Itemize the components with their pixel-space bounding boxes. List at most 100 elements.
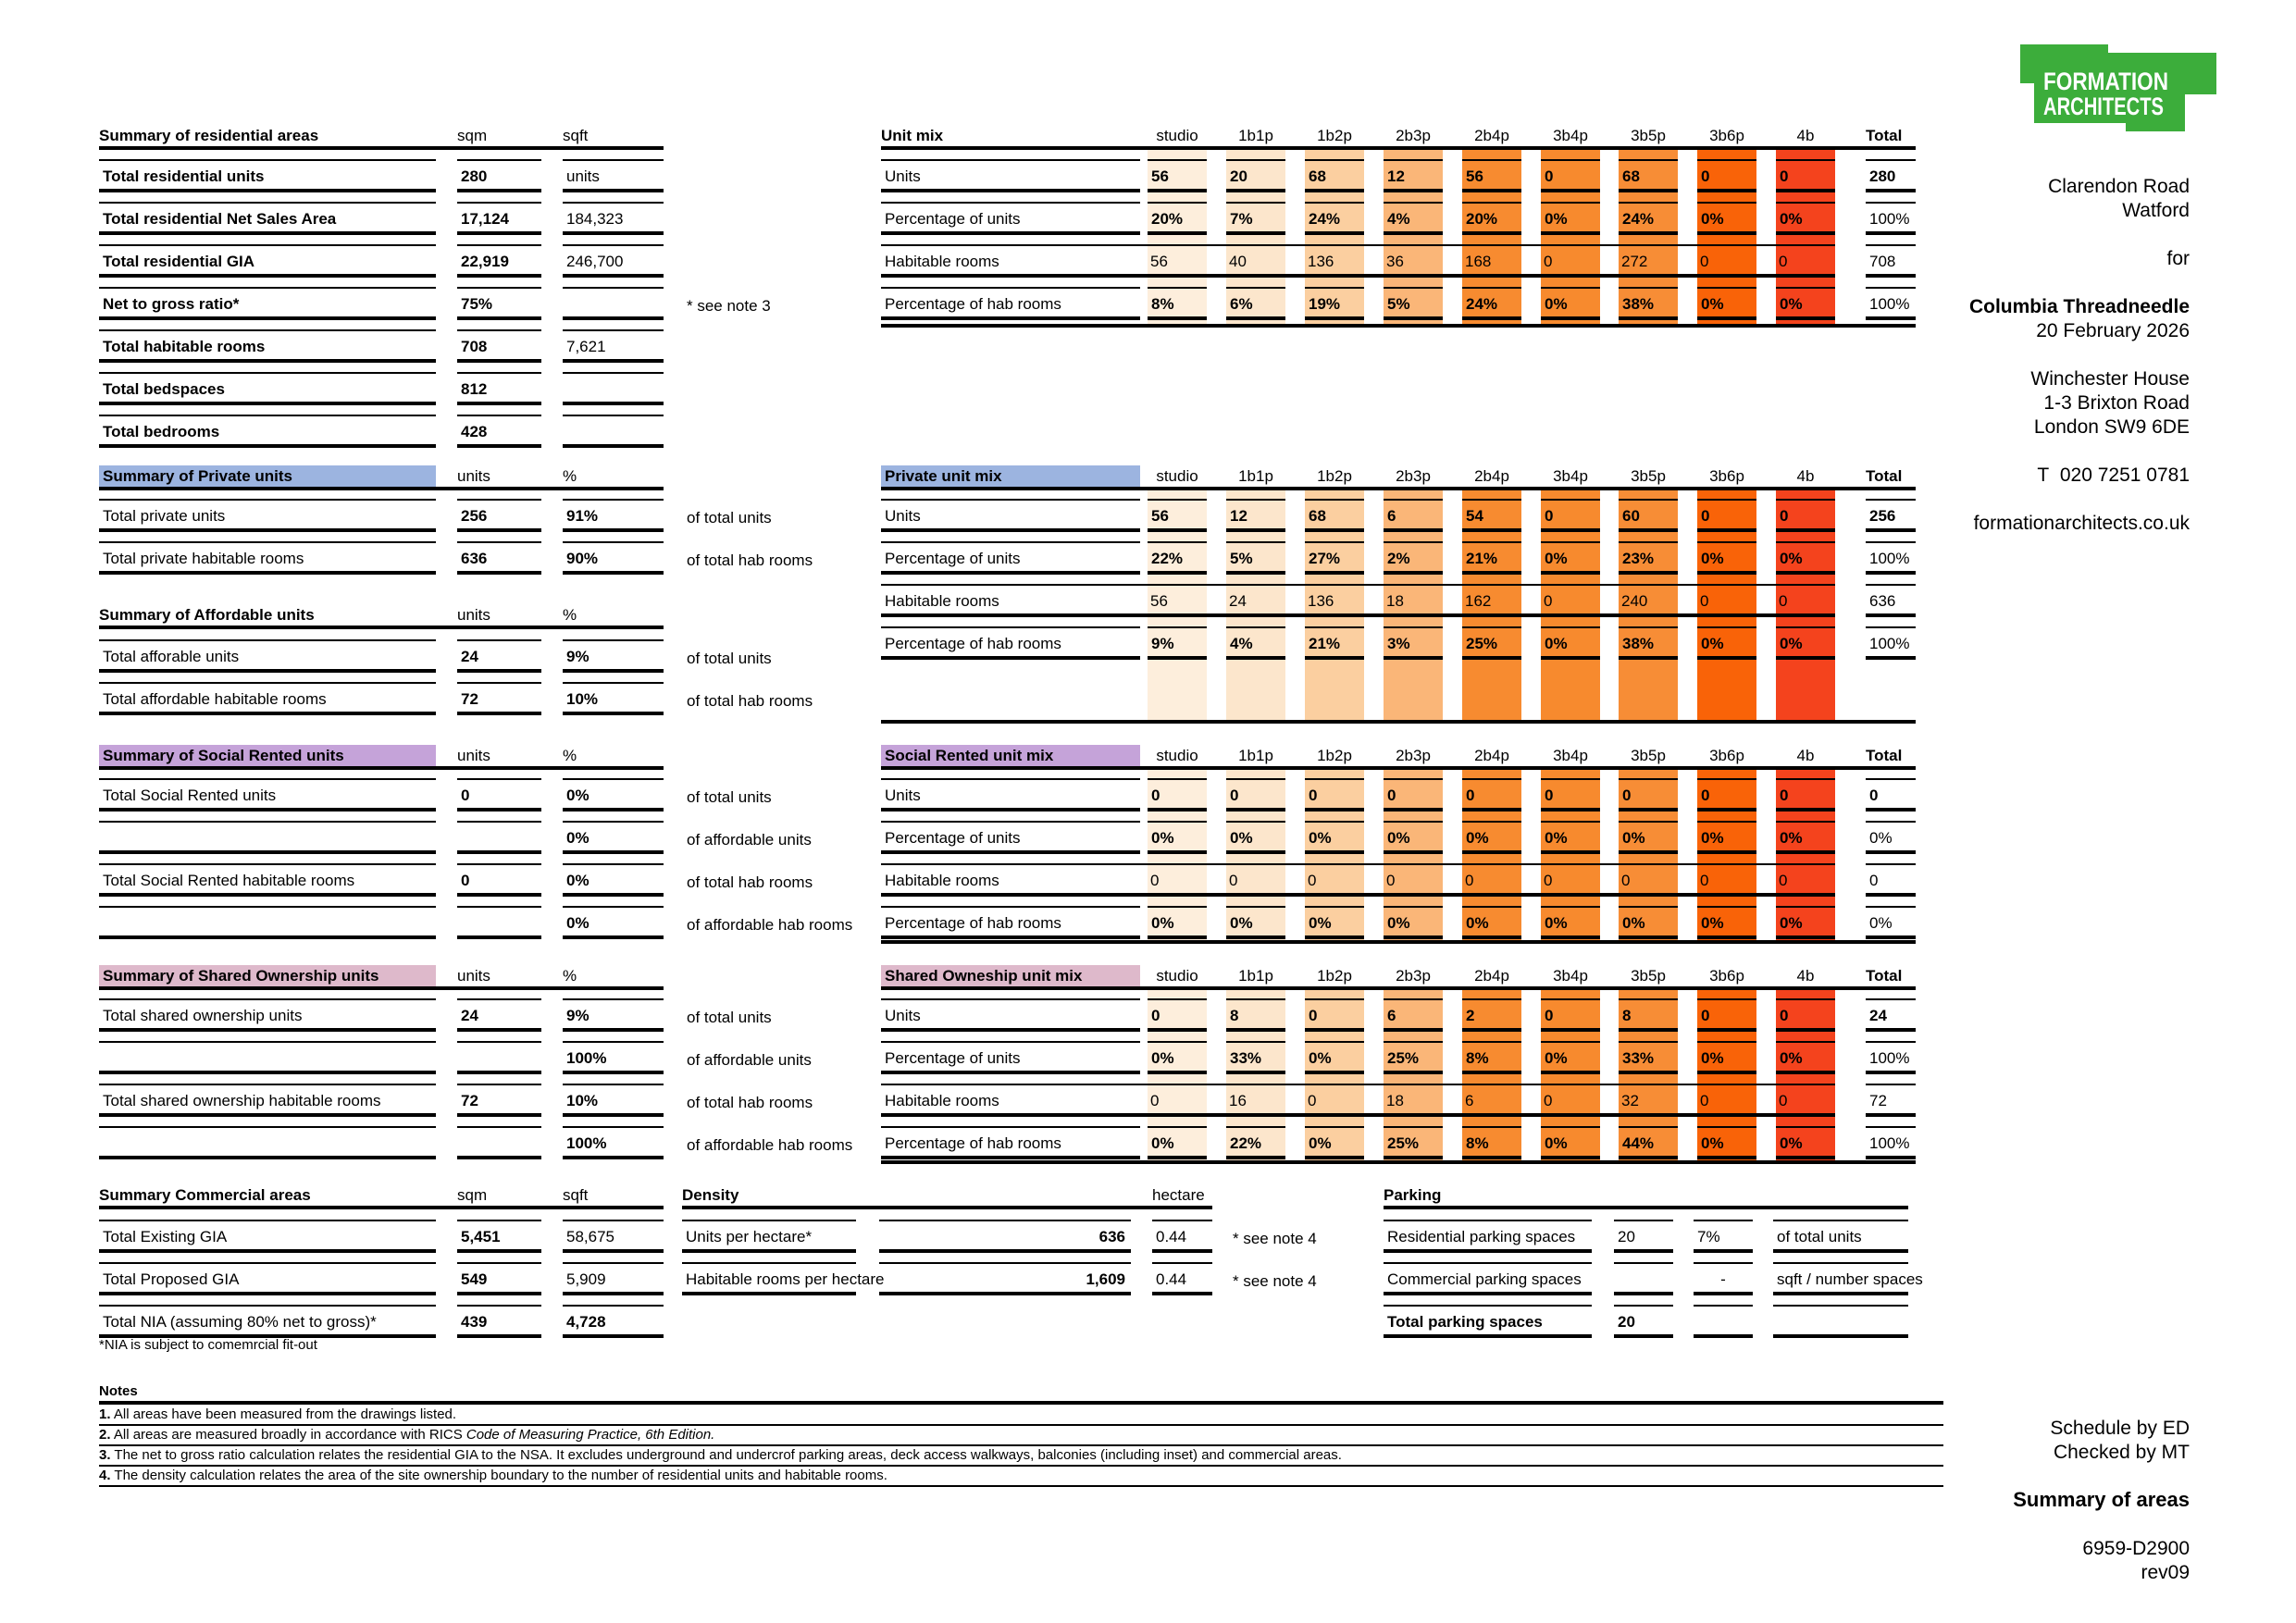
- value-cell: 91%: [566, 507, 599, 525]
- row-label-cell: Commercial parking spaces: [1387, 1270, 1582, 1288]
- value-cell: 0.44: [1156, 1228, 1187, 1245]
- mix-value-cell: 0%: [1305, 906, 1364, 939]
- row-label-cell: Total residential Net Sales Area: [103, 210, 337, 228]
- mix-total-cell: 100%: [1866, 287, 1916, 320]
- mix-value-cell: 0%: [1780, 914, 1803, 932]
- column-header: 2b3p: [1396, 747, 1431, 764]
- mix-value-cell: 0%: [1305, 821, 1364, 854]
- value-cell: 280: [457, 159, 541, 192]
- residential_summary-title: Summary of residential areas: [99, 127, 319, 144]
- unit-type-color-band: [1776, 770, 1835, 944]
- mix-value: 0: [1779, 872, 1788, 889]
- note-text-italic: Code of Measuring Practice, 6th Edition.: [465, 1427, 715, 1443]
- row-label-cell: Total Proposed GIA: [103, 1270, 240, 1288]
- row-label-cell: Total Social Rented habitable rooms: [99, 863, 436, 897]
- value-cell: [563, 415, 664, 448]
- project-address-line1: Clarendon Road: [2048, 176, 2190, 197]
- shared_summary-header-highlight: [99, 965, 436, 987]
- issue-date: 20 February 2026: [2036, 320, 2190, 341]
- column-header: units: [457, 467, 490, 485]
- mix-value-cell: 0: [1776, 499, 1835, 532]
- value-cell: units: [563, 159, 664, 192]
- mix-value-cell: 24%: [1309, 210, 1341, 228]
- annotation-cell: sqft / number spaces: [1777, 1270, 1923, 1288]
- row-annotation: of affordable hab rooms: [687, 1136, 853, 1154]
- mix-value-cell: 0: [1701, 787, 1710, 804]
- note-number: 3.: [99, 1447, 111, 1463]
- column-header: 3b4p: [1553, 967, 1588, 985]
- column-header: sqft: [563, 127, 589, 144]
- value-cell: 5,909: [563, 1262, 664, 1295]
- column-header: units: [457, 606, 490, 624]
- mix-value-cell: 54: [1462, 499, 1521, 532]
- mix-value: 0: [1150, 1092, 1160, 1109]
- value-cell: 5,909: [566, 1270, 606, 1288]
- mix-value-cell: 0%: [1622, 829, 1645, 847]
- mix-value: 272: [1621, 253, 1648, 270]
- shared_mix-header-rule: [881, 986, 1916, 990]
- row-note: * see note 4: [1233, 1272, 1317, 1290]
- column-header: studio: [1156, 967, 1198, 985]
- mix-value-cell: 0: [1230, 787, 1239, 804]
- mix-row-continuous: Habitable rooms 56 24 136 18 162 0 240 0 0: [881, 584, 1835, 617]
- mix-value-cell: 56: [1466, 167, 1483, 185]
- mix-total-cell: 280: [1869, 167, 1896, 185]
- mix-value-cell: 0%: [1701, 210, 1724, 228]
- unit-type-color-band: [1697, 770, 1756, 944]
- value-cell: 58,675: [563, 1220, 664, 1253]
- row-label-cell: Units: [881, 778, 1140, 812]
- value-cell: 72: [461, 690, 478, 708]
- mix-total-cell: 0: [1869, 872, 1879, 889]
- value-cell: 10%: [563, 682, 664, 715]
- mix-value-cell: 0%: [1776, 541, 1835, 575]
- mix-value-cell: 0%: [1776, 287, 1835, 320]
- mix-value-cell: 0%: [1697, 821, 1756, 854]
- mix-total-cell: 0%: [1866, 906, 1916, 939]
- mix-value-cell: 9%: [1151, 635, 1174, 652]
- social_mix-header-highlight: [881, 745, 1140, 767]
- column-header: 3b6p: [1709, 467, 1744, 485]
- mix-total-cell: 256: [1869, 507, 1896, 525]
- column-header: 2b3p: [1396, 127, 1431, 144]
- column-header: 1b2p: [1317, 467, 1352, 485]
- mix-value-cell: 8%: [1462, 1041, 1521, 1074]
- unit-type-color-band: [1226, 990, 1285, 1164]
- unit-type-color-band: [1305, 770, 1364, 944]
- value-cell: 7,621: [566, 338, 606, 355]
- column-header: sqm: [457, 127, 488, 144]
- mix-value-cell: 56: [1151, 507, 1169, 525]
- logo-shape: [2020, 44, 2216, 131]
- mix-value-cell: 19%: [1305, 287, 1364, 320]
- mix-value-cell: 68: [1305, 499, 1364, 532]
- unit-type-color-band: [1384, 150, 1443, 328]
- mix-value-cell: 0: [1697, 499, 1756, 532]
- mix-value-cell: 0: [1697, 998, 1756, 1032]
- logo-line1: FORMATION: [2043, 68, 2168, 95]
- note-text: All areas have been measured from the dr…: [110, 1406, 457, 1422]
- column-header: 4b: [1796, 127, 1815, 144]
- mix-value-cell: 56: [1148, 159, 1207, 192]
- value-cell: 0: [457, 778, 541, 812]
- column-header: %: [563, 747, 577, 764]
- row-label-cell: Total affordable habitable rooms: [99, 682, 436, 715]
- column-header: 3b6p: [1709, 967, 1744, 985]
- row-label-cell: Units: [885, 167, 921, 185]
- mix-value-cell: 27%: [1305, 541, 1364, 575]
- unit-type-color-band: [1384, 990, 1443, 1164]
- row-label-cell: Percentage of hab rooms: [885, 914, 1061, 932]
- row-label: Habitable rooms: [885, 1092, 999, 1109]
- row-label-cell: [99, 906, 436, 939]
- value-cell: 812: [457, 372, 541, 405]
- value-cell: 91%: [563, 499, 664, 532]
- value-cell: 549: [457, 1262, 541, 1295]
- mix-total-cell: 636: [1866, 584, 1916, 617]
- mix-value-cell: 19%: [1309, 295, 1341, 313]
- column-header: Total: [1866, 747, 1903, 764]
- mix-value-cell: 0%: [1545, 550, 1568, 567]
- unit-type-color-band: [1697, 150, 1756, 328]
- value-cell: 636: [461, 550, 488, 567]
- mix-value: 0: [1544, 1092, 1553, 1109]
- row-label-cell: Total afforable units: [103, 648, 240, 665]
- row-label-cell: Net to gross ratio*: [103, 295, 240, 313]
- value-cell: 20: [1614, 1305, 1673, 1338]
